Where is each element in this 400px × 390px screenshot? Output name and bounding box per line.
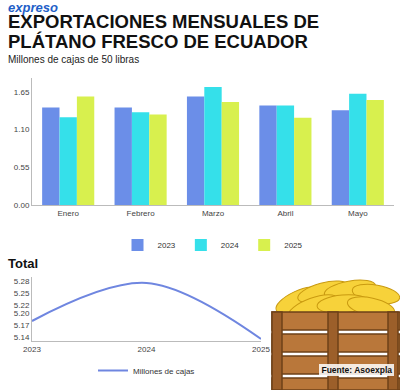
svg-text:2025: 2025 <box>252 345 270 354</box>
html-text:Fuente: Asoexpla: Fuente: Asoexpla <box>321 365 392 375</box>
html-text:Total: Total <box>8 256 39 271</box>
svg-text:5.28: 5.28 <box>14 277 30 286</box>
html-text:Millones de cajas de 50 libras: Millones de cajas de 50 libras <box>8 54 140 65</box>
svg-text:1.65: 1.65 <box>14 88 30 97</box>
svg-text:5.22: 5.22 <box>14 301 30 310</box>
svg-text:Febrero: Febrero <box>127 209 156 218</box>
svg-text:Abril: Abril <box>277 209 293 218</box>
svg-text:Enero: Enero <box>58 209 80 218</box>
svg-text:0.00: 0.00 <box>14 201 30 210</box>
html-text:EXPORTACIONES MENSUALES DE PLÁ: EXPORTACIONES MENSUALES DE PLÁTANO FRESC… <box>8 11 320 52</box>
svg-text:2023: 2023 <box>158 241 176 250</box>
svg-text:Marzo: Marzo <box>202 209 225 218</box>
svg-text:5.20: 5.20 <box>14 309 30 318</box>
svg-text:Millones de cajas: Millones de cajas <box>133 367 194 376</box>
svg-text:5.25: 5.25 <box>14 289 30 298</box>
svg-text:1.10: 1.10 <box>14 125 30 134</box>
svg-text:0.55: 0.55 <box>14 163 30 172</box>
svg-text:5.14: 5.14 <box>14 333 30 342</box>
svg-text:Mayo: Mayo <box>348 209 368 218</box>
svg-text:5.17: 5.17 <box>14 321 30 330</box>
svg-text:2024: 2024 <box>138 345 156 354</box>
svg-text:2024: 2024 <box>221 241 239 250</box>
svg-text:2025: 2025 <box>284 241 302 250</box>
html-text:expreso: expreso <box>8 0 58 15</box>
svg-text:2023: 2023 <box>23 345 41 354</box>
